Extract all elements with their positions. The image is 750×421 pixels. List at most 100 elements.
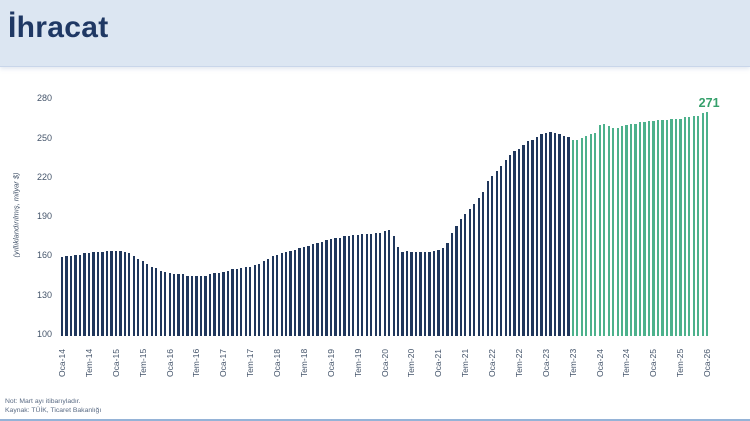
- bar-forecast: [598, 125, 601, 336]
- bar-actual: [423, 252, 427, 336]
- bar-actual: [87, 253, 91, 336]
- bar-actual: [96, 252, 100, 336]
- bar-actual: [531, 139, 534, 336]
- bar-actual: [307, 245, 310, 336]
- bar-actual: [419, 252, 422, 336]
- bar-actual: [61, 257, 64, 336]
- x-tick-label: Tem-19: [352, 348, 363, 378]
- x-tick-label: Oca-20: [379, 349, 390, 377]
- bar-forecast: [647, 121, 651, 336]
- bar-forecast: [629, 123, 633, 336]
- x-tick-label: Tem-14: [83, 348, 94, 378]
- bar-actual: [540, 134, 543, 336]
- bar-actual: [459, 219, 463, 336]
- bar-forecast: [607, 126, 610, 336]
- y-tick-label: 130: [36, 289, 52, 300]
- bar-actual: [343, 236, 346, 336]
- x-tick-label: Oca-16: [164, 349, 175, 377]
- bar-actual: [204, 275, 207, 336]
- y-tick-label: 190: [36, 211, 52, 222]
- x-tick-label: Oca-24: [594, 349, 605, 377]
- x-tick-label: Tem-20: [406, 348, 417, 378]
- bar-forecast: [576, 139, 579, 336]
- bar-forecast: [589, 134, 592, 336]
- bar-actual: [110, 250, 113, 336]
- bar-actual: [504, 160, 507, 336]
- bar-actual: [428, 252, 431, 336]
- bar-actual: [240, 267, 243, 336]
- bar-actual: [195, 275, 198, 336]
- bar-actual: [522, 144, 525, 336]
- bar-actual: [401, 252, 404, 336]
- bar-actual: [249, 266, 252, 336]
- bar-actual: [374, 232, 377, 336]
- bar-actual: [311, 244, 315, 336]
- bar-actual: [513, 151, 516, 336]
- bottom-accent-line: [0, 419, 750, 421]
- bar-actual: [356, 235, 359, 336]
- bar-actual: [293, 249, 297, 336]
- bar-actual: [78, 254, 82, 336]
- bar-actual: [473, 203, 476, 336]
- y-tick-label: 280: [36, 93, 52, 104]
- bar-actual: [432, 250, 436, 336]
- bar-actual: [486, 181, 489, 336]
- x-tick-label: Tem-18: [298, 348, 309, 378]
- bar-forecast: [670, 118, 673, 336]
- x-tick-label: Oca-17: [218, 349, 229, 377]
- bar-forecast: [634, 123, 637, 336]
- bar-actual: [159, 270, 162, 336]
- bar-forecast: [621, 126, 624, 336]
- x-tick-label: Oca-21: [433, 349, 444, 377]
- bar-actual: [320, 241, 324, 336]
- bar-actual: [128, 253, 131, 336]
- bar-actual: [289, 250, 292, 336]
- bar-actual: [509, 155, 512, 336]
- chart-plot: [58, 96, 724, 336]
- bar-actual: [405, 250, 409, 336]
- bar-actual: [146, 263, 149, 336]
- bar-actual: [397, 246, 400, 336]
- bar-actual: [186, 275, 189, 336]
- bar-actual: [208, 274, 212, 336]
- bar-forecast: [706, 112, 709, 336]
- bar-actual: [280, 253, 283, 336]
- bar-actual: [258, 263, 261, 336]
- y-axis-title: (yıllıklandırılmış, milyar $): [11, 172, 21, 258]
- bar-actual: [74, 254, 77, 336]
- last-value-label: 271: [698, 95, 720, 110]
- bar-forecast: [701, 113, 704, 336]
- bar-actual: [383, 231, 386, 336]
- x-tick-label: Oca-25: [648, 349, 659, 377]
- bar-actual: [338, 237, 342, 336]
- bar-actual: [437, 249, 440, 336]
- bar-actual: [267, 258, 270, 336]
- bar-actual: [222, 271, 225, 336]
- y-tick-label: 160: [36, 250, 52, 261]
- bar-forecast: [656, 119, 660, 336]
- bar-actual: [69, 256, 73, 336]
- bar-actual: [325, 240, 328, 336]
- bar-actual: [123, 252, 127, 336]
- bar-actual: [455, 225, 458, 336]
- bar-actual: [468, 208, 471, 336]
- bar-actual: [495, 170, 498, 336]
- x-tick-label: Oca-19: [325, 349, 336, 377]
- bar-actual: [253, 265, 256, 336]
- bar-forecast: [571, 139, 575, 336]
- export-chart: (yıllıklandırılmış, milyar $) 100 130 160 1…: [0, 70, 750, 400]
- bar-actual: [441, 248, 445, 336]
- page-title: İhracat: [8, 11, 109, 44]
- bar-actual: [361, 233, 364, 336]
- bar-actual: [164, 271, 167, 336]
- bar-actual: [535, 136, 539, 336]
- bar-actual: [285, 252, 288, 336]
- x-tick-label: Oca-15: [110, 349, 121, 377]
- bar-actual: [414, 252, 418, 336]
- bar-actual: [173, 274, 176, 336]
- bar-actual: [137, 258, 140, 336]
- x-tick-label: Oca-26: [702, 349, 713, 377]
- x-tick-label: Tem-23: [567, 348, 578, 378]
- bar-actual: [526, 140, 530, 336]
